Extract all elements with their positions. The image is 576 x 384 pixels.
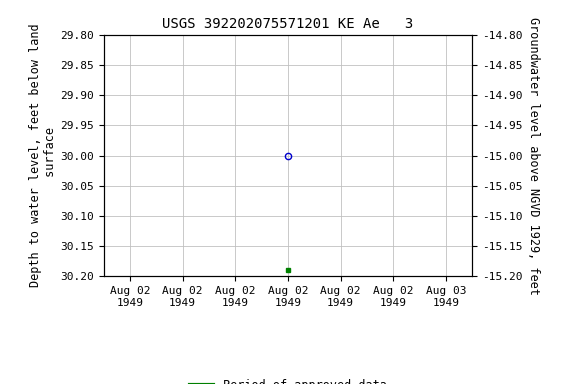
Legend: Period of approved data: Period of approved data [185, 374, 391, 384]
Y-axis label: Groundwater level above NGVD 1929, feet: Groundwater level above NGVD 1929, feet [526, 17, 540, 295]
Y-axis label: Depth to water level, feet below land
 surface: Depth to water level, feet below land su… [29, 24, 58, 287]
Title: USGS 392202075571201 KE Ae   3: USGS 392202075571201 KE Ae 3 [162, 17, 414, 31]
